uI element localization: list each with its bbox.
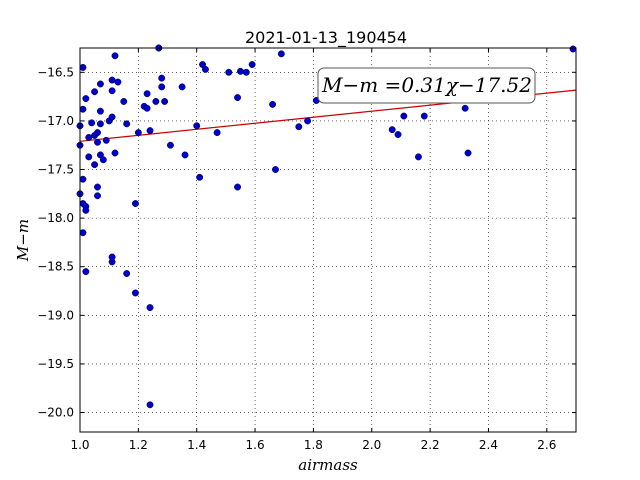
data-point bbox=[85, 133, 93, 141]
data-point bbox=[464, 149, 472, 157]
data-point bbox=[79, 175, 87, 183]
y-tick-label: −20.0 bbox=[37, 406, 74, 420]
data-point bbox=[181, 151, 189, 159]
data-point bbox=[272, 166, 279, 173]
data-point bbox=[108, 76, 116, 84]
data-point bbox=[304, 117, 312, 125]
data-point bbox=[146, 127, 154, 135]
data-point bbox=[277, 50, 285, 58]
data-point bbox=[96, 80, 104, 88]
x-tick-label: 1.6 bbox=[246, 438, 265, 452]
x-tick-label: 1.0 bbox=[70, 438, 89, 452]
data-point bbox=[234, 183, 242, 191]
data-point bbox=[131, 289, 139, 297]
data-point bbox=[269, 100, 277, 108]
data-point bbox=[388, 126, 396, 134]
data-point bbox=[94, 192, 101, 200]
data-point bbox=[213, 129, 221, 137]
data-point bbox=[108, 87, 116, 95]
data-point bbox=[237, 67, 244, 75]
data-point bbox=[400, 112, 408, 120]
data-point bbox=[82, 206, 90, 214]
data-point bbox=[166, 141, 174, 149]
data-point bbox=[225, 68, 233, 76]
data-points bbox=[76, 44, 577, 409]
data-point bbox=[146, 401, 154, 409]
data-point bbox=[414, 153, 422, 161]
data-point bbox=[79, 229, 87, 237]
x-tick-label: 1.4 bbox=[187, 438, 206, 452]
data-point bbox=[394, 131, 402, 138]
fit-annotation-text: M−m =0.31χ−17.52 bbox=[321, 73, 532, 97]
data-point bbox=[94, 129, 101, 137]
y-tick-label: −19.5 bbox=[37, 357, 74, 371]
data-point bbox=[88, 119, 96, 127]
data-point bbox=[79, 63, 87, 71]
data-point bbox=[79, 105, 87, 113]
chart-title: 2021-01-13_190454 bbox=[245, 28, 407, 48]
data-point bbox=[234, 94, 242, 102]
y-tick-label: −18.0 bbox=[37, 211, 74, 225]
data-point bbox=[178, 83, 186, 91]
tick-labels: 1.0 1.2 1.4 1.6 1.8 2.0 2.2 2.4 2.6 −16.5 −17.0 −17… bbox=[37, 48, 576, 452]
data-point bbox=[111, 149, 119, 157]
y-tick-label: −17.5 bbox=[37, 163, 74, 177]
data-point bbox=[99, 156, 107, 164]
fit-annotation: M−m =0.31χ−17.52 bbox=[317, 67, 536, 104]
data-point bbox=[111, 52, 119, 60]
data-point bbox=[94, 138, 101, 146]
data-point bbox=[123, 120, 131, 128]
data-point bbox=[96, 120, 104, 128]
data-point bbox=[569, 45, 577, 53]
data-point bbox=[242, 68, 250, 76]
data-point bbox=[120, 98, 128, 105]
y-tick-label: −16.5 bbox=[37, 65, 74, 79]
data-point bbox=[108, 258, 116, 266]
x-axis-label: airmass bbox=[298, 456, 358, 474]
data-point bbox=[196, 173, 204, 181]
x-tick-label: 2.2 bbox=[421, 438, 440, 452]
data-point bbox=[461, 104, 469, 112]
data-point bbox=[248, 61, 256, 68]
y-tick-label: −19.0 bbox=[37, 308, 74, 322]
data-point bbox=[152, 98, 160, 105]
fit-annotation-box bbox=[317, 67, 536, 104]
data-point bbox=[91, 161, 99, 169]
data-point bbox=[85, 153, 93, 161]
data-point bbox=[295, 123, 303, 131]
x-tick-label: 1.2 bbox=[129, 438, 148, 452]
data-point bbox=[193, 122, 201, 130]
data-point bbox=[114, 78, 122, 86]
data-point bbox=[123, 270, 131, 277]
data-point bbox=[94, 183, 101, 191]
data-point bbox=[131, 200, 139, 207]
x-tick-label: 1.8 bbox=[304, 438, 323, 452]
data-point bbox=[82, 268, 90, 276]
data-point bbox=[108, 113, 116, 121]
x-tick-label: 2.0 bbox=[362, 438, 381, 452]
data-point bbox=[143, 90, 151, 98]
data-point bbox=[202, 65, 209, 73]
data-point bbox=[82, 95, 90, 103]
data-point bbox=[143, 104, 151, 112]
data-point bbox=[420, 112, 428, 120]
data-point bbox=[161, 98, 169, 105]
grid bbox=[80, 48, 576, 432]
data-point bbox=[134, 129, 142, 137]
plot-area-border bbox=[79, 47, 577, 433]
data-point bbox=[146, 304, 154, 312]
x-tick-label: 2.6 bbox=[537, 438, 556, 452]
data-point bbox=[96, 107, 104, 115]
data-point bbox=[158, 74, 166, 82]
y-tick-label: −17.0 bbox=[37, 114, 74, 128]
data-point bbox=[158, 83, 166, 91]
y-tick-label: −18.5 bbox=[37, 260, 74, 274]
y-axis-label: M−m bbox=[14, 219, 32, 262]
x-tick-label: 2.4 bbox=[479, 438, 498, 452]
data-point bbox=[102, 136, 110, 144]
data-point bbox=[91, 88, 99, 96]
plot-frame bbox=[79, 47, 577, 433]
